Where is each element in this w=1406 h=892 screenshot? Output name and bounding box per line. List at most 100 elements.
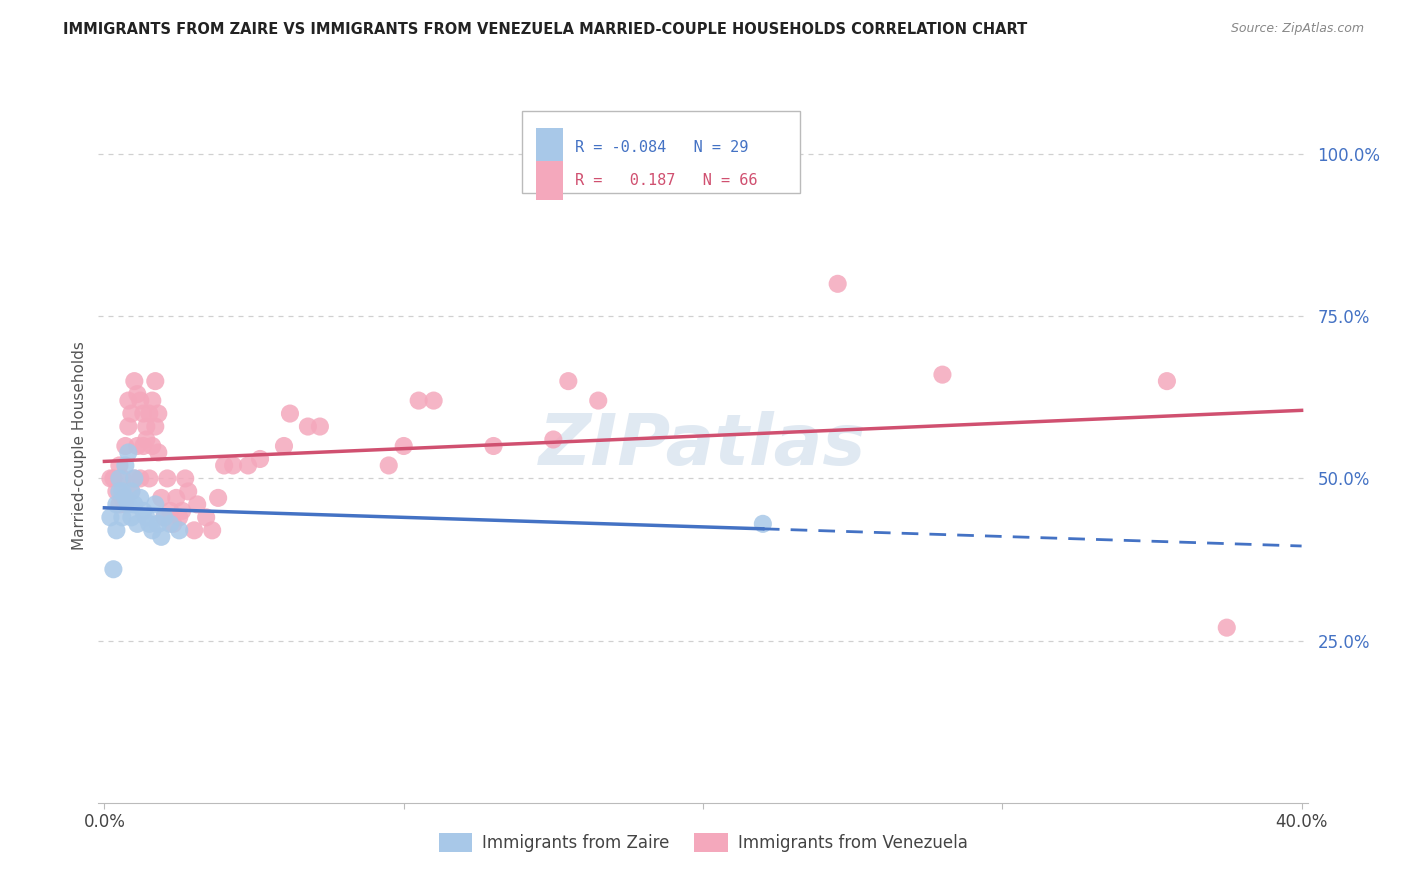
Point: [236, 458, 259, 473]
Point: [143, 419, 166, 434]
Point: [132, 407, 155, 421]
Point: [153, 510, 176, 524]
Point: [129, 471, 152, 485]
Point: [167, 510, 190, 524]
Bar: [536, 161, 562, 200]
Point: [120, 484, 142, 499]
Point: [124, 471, 146, 485]
Point: [111, 510, 134, 524]
Point: [108, 484, 131, 499]
Point: [165, 491, 187, 505]
Point: [222, 458, 245, 473]
Point: [120, 484, 142, 499]
Point: [135, 510, 157, 524]
Point: [127, 439, 149, 453]
Point: [273, 439, 295, 453]
Point: [127, 387, 149, 401]
Point: [482, 439, 505, 453]
Point: [111, 484, 134, 499]
Point: [114, 439, 136, 453]
Point: [114, 458, 136, 473]
Point: [108, 471, 131, 485]
Point: [117, 497, 139, 511]
Point: [117, 419, 139, 434]
Point: [148, 516, 170, 531]
Point: [105, 484, 128, 499]
Point: [278, 407, 301, 421]
Point: [212, 458, 235, 473]
Point: [108, 497, 131, 511]
Text: R =   0.187   N = 66: R = 0.187 N = 66: [575, 173, 758, 188]
Point: [103, 471, 125, 485]
Point: [543, 433, 565, 447]
Point: [167, 524, 190, 538]
Text: ZIPatlas: ZIPatlas: [540, 411, 866, 481]
Text: Source: ZipAtlas.com: Source: ZipAtlas.com: [1230, 22, 1364, 36]
Point: [195, 510, 218, 524]
Point: [111, 491, 134, 505]
Point: [129, 393, 152, 408]
Point: [557, 374, 579, 388]
Point: [114, 497, 136, 511]
Point: [174, 471, 197, 485]
Point: [141, 393, 163, 408]
Point: [135, 419, 157, 434]
Point: [132, 439, 155, 453]
Point: [141, 524, 163, 538]
Point: [108, 458, 131, 473]
Point: [422, 393, 444, 408]
Point: [117, 393, 139, 408]
Y-axis label: Married-couple Households: Married-couple Households: [72, 342, 87, 550]
Text: R = -0.084   N = 29: R = -0.084 N = 29: [575, 140, 748, 155]
Point: [141, 439, 163, 453]
Point: [148, 445, 170, 459]
Point: [177, 484, 200, 499]
Point: [392, 439, 415, 453]
Point: [377, 458, 399, 473]
Point: [156, 471, 179, 485]
Point: [127, 516, 149, 531]
Point: [143, 374, 166, 388]
Point: [132, 504, 155, 518]
Point: [138, 471, 160, 485]
Point: [148, 407, 170, 421]
Point: [143, 497, 166, 511]
Point: [153, 510, 176, 524]
Text: IMMIGRANTS FROM ZAIRE VS IMMIGRANTS FROM VENEZUELA MARRIED-COUPLE HOUSEHOLDS COR: IMMIGRANTS FROM ZAIRE VS IMMIGRANTS FROM…: [63, 22, 1028, 37]
Point: [159, 516, 181, 531]
Point: [129, 491, 152, 505]
Point: [162, 516, 184, 531]
Point: [1216, 621, 1239, 635]
Point: [249, 452, 271, 467]
Point: [103, 562, 125, 576]
Point: [183, 524, 205, 538]
Point: [201, 524, 224, 538]
Point: [297, 419, 319, 434]
Point: [931, 368, 953, 382]
Point: [111, 471, 134, 485]
Point: [207, 491, 229, 505]
Point: [586, 393, 609, 408]
Point: [105, 497, 128, 511]
Point: [159, 504, 181, 518]
Point: [124, 374, 146, 388]
Point: [135, 433, 157, 447]
Point: [117, 445, 139, 459]
FancyBboxPatch shape: [522, 111, 800, 193]
Point: [124, 497, 146, 511]
Bar: [536, 128, 562, 167]
Point: [100, 510, 122, 524]
Point: [100, 471, 122, 485]
Point: [120, 510, 142, 524]
Point: [752, 516, 775, 531]
Point: [150, 491, 173, 505]
Point: [124, 471, 146, 485]
Point: [1156, 374, 1178, 388]
Point: [408, 393, 430, 408]
Point: [150, 530, 173, 544]
Point: [309, 419, 332, 434]
Point: [138, 516, 160, 531]
Point: [114, 491, 136, 505]
Point: [120, 407, 142, 421]
Point: [827, 277, 849, 291]
